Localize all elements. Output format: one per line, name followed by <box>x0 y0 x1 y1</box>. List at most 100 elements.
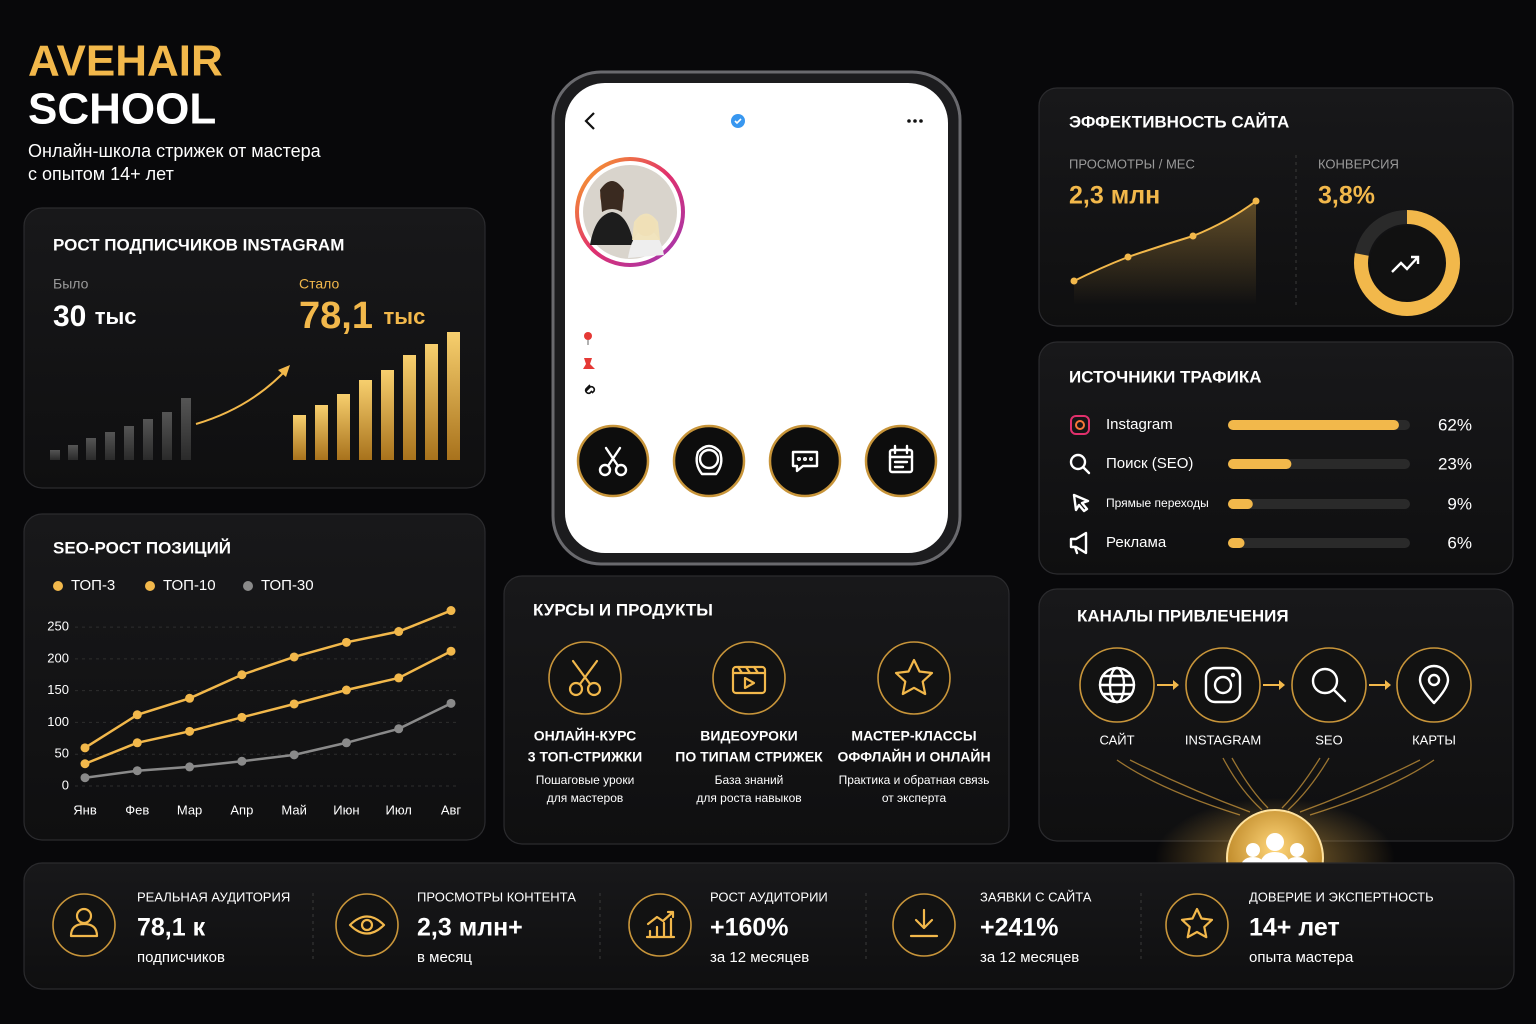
channel-labels: САЙТ INSTAGRAM SEO КАРТЫ <box>1099 732 1455 747</box>
stat-value: +160% <box>710 914 789 942</box>
course-title: ПО ТИПАМ СТРИЖЕК <box>675 749 823 765</box>
course-desc: для мастеров <box>547 791 624 805</box>
decoration <box>1354 210 1460 316</box>
point <box>341 738 351 748</box>
decoration <box>888 444 914 474</box>
legend-label: ТОП-10 <box>163 577 216 594</box>
stat-icons <box>52 893 1229 960</box>
stat-label: followers <box>781 211 833 226</box>
decoration <box>695 444 723 476</box>
decoration <box>632 213 660 240</box>
course-icons <box>548 641 951 715</box>
highlights <box>576 424 938 498</box>
decoration <box>907 119 911 123</box>
point <box>185 762 195 772</box>
course-title: МАСТЕР-КЛАССЫ <box>851 728 976 744</box>
decoration <box>1157 680 1179 690</box>
decoration <box>1165 893 1229 957</box>
before-value: 30 тыс <box>53 300 137 333</box>
decoration <box>69 922 99 938</box>
decoration <box>124 426 134 460</box>
decoration <box>698 448 720 470</box>
point <box>132 766 142 776</box>
point <box>185 693 195 703</box>
stat-label: ДОВЕРИЕ И ЭКСПЕРТНОСТЬ <box>1249 889 1434 904</box>
decoration <box>1332 688 1347 703</box>
x-tick-label: Апр <box>230 802 253 817</box>
stat-label: following <box>867 211 918 226</box>
decoration <box>598 446 628 477</box>
point <box>237 712 247 722</box>
stat-note: за 12 месяцев <box>980 949 1079 966</box>
decoration <box>600 181 624 212</box>
panel <box>1038 341 1514 575</box>
series-line <box>84 609 452 749</box>
stat-value: 2 368 <box>872 189 912 206</box>
decoration <box>1157 680 1391 690</box>
avatar-ring <box>575 157 685 267</box>
value-label: 6% <box>1447 533 1472 552</box>
category-label: Реклама <box>1106 534 1167 551</box>
highlight-label: ОБУЧЕНИЕ <box>583 506 643 518</box>
point <box>237 756 247 766</box>
point <box>394 673 404 683</box>
panel-title: ЭФФЕКТИВНОСТЬ САЙТА <box>1069 112 1289 131</box>
point <box>289 652 299 662</box>
decoration <box>86 438 96 460</box>
decoration <box>1081 465 1091 475</box>
point <box>341 637 351 647</box>
series-line <box>84 650 452 765</box>
label: КОНВЕРСИЯ <box>1318 156 1399 171</box>
bio-icon <box>584 332 592 340</box>
y-tick-label: 0 <box>62 777 69 792</box>
stat-note: в месяц <box>417 949 472 966</box>
panel <box>23 513 486 841</box>
decoration <box>1266 833 1284 851</box>
bio-line: Работаю с волосами более 14 лет <box>602 329 809 344</box>
decoration <box>743 676 756 690</box>
point <box>80 773 90 783</box>
course-texts: ОНЛАЙН-КУРС 3 ТОП-СТРИЖКИ Пошаговые уроки д… <box>528 727 991 805</box>
decoration <box>809 457 814 462</box>
decoration <box>1075 420 1085 430</box>
decoration <box>69 907 99 938</box>
decoration <box>1098 666 1136 704</box>
decoration <box>1124 253 1132 261</box>
y-tick-label: 100 <box>47 714 69 729</box>
profile-link[interactable]: wa.me/79219404988 и еще 3 <box>601 380 776 395</box>
x-tick-label: Июн <box>333 802 359 817</box>
stat-value: 78,1 к <box>137 914 206 942</box>
decoration <box>888 448 914 474</box>
decoration <box>614 463 628 477</box>
profile-stats: 2 287 posts 78,1K followers 2 368 following <box>705 189 917 226</box>
back-icon <box>584 112 595 130</box>
decoration <box>1391 255 1420 273</box>
growth-illustration <box>50 332 460 460</box>
x-tick-label: Мар <box>177 802 202 817</box>
decoration <box>162 412 172 460</box>
stat-texts: РЕАЛЬНАЯ АУДИТОРИЯ 78,1 к подписчиков ПРОСМ… <box>137 889 1434 966</box>
value: 30 <box>53 300 86 333</box>
decoration <box>712 641 786 715</box>
conversion-donut <box>1354 210 1460 316</box>
decoration <box>894 658 934 696</box>
decoration <box>734 118 742 125</box>
point <box>132 738 142 748</box>
decoration <box>913 119 917 123</box>
y-tick-label: 50 <box>55 746 69 761</box>
after-value: 78,1 тыс <box>299 295 425 337</box>
decoration <box>576 424 650 498</box>
bar <box>1228 499 1253 509</box>
unit: тыс <box>95 304 137 329</box>
decoration <box>68 445 78 460</box>
decoration <box>105 432 115 460</box>
decoration <box>571 659 599 686</box>
stat-label: posts <box>709 211 741 226</box>
decoration <box>568 659 602 697</box>
decoration <box>695 444 723 476</box>
decoration <box>877 641 951 715</box>
legend-marker <box>53 581 63 591</box>
value: 78,1 <box>299 295 373 337</box>
